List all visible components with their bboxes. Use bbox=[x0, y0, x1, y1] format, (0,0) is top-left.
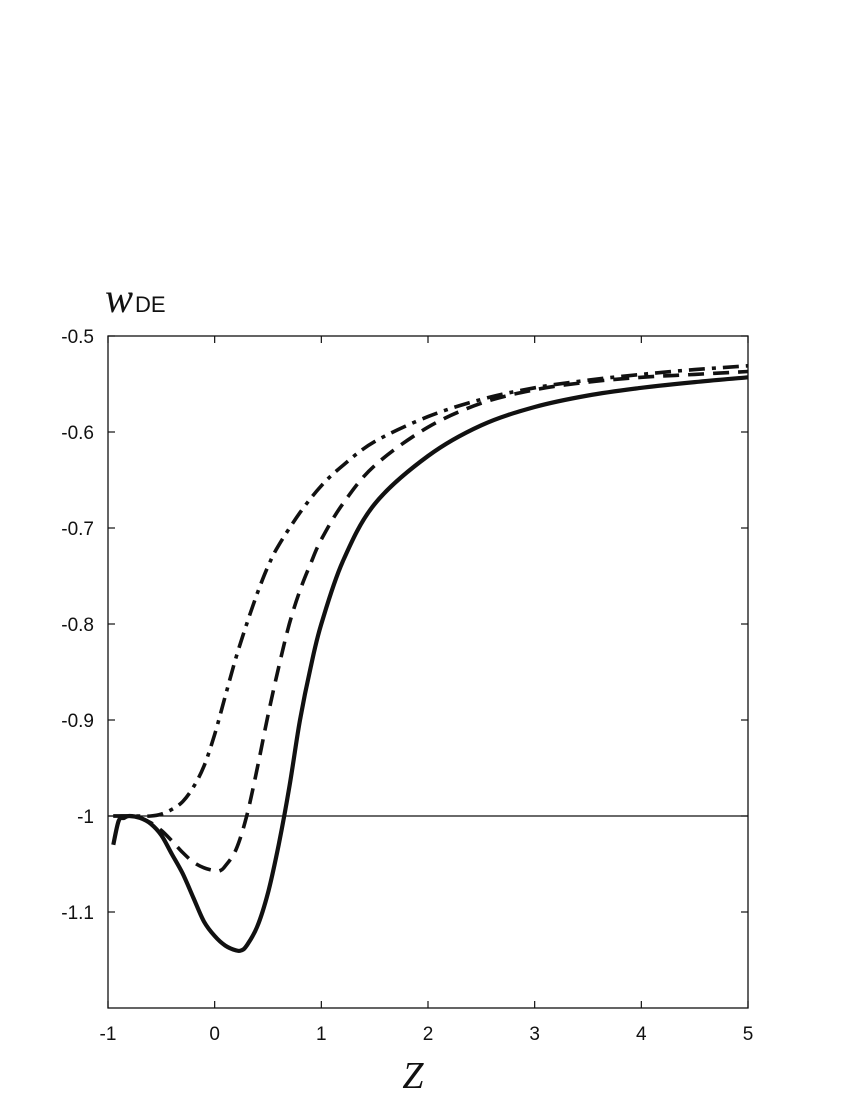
y-tick-label: -0.9 bbox=[61, 711, 94, 732]
y-axis-title-sub: DE bbox=[135, 292, 166, 317]
y-tick-label: -1 bbox=[77, 807, 94, 828]
series-layer bbox=[111, 364, 749, 954]
x-tick-label: 4 bbox=[636, 1024, 647, 1045]
ticks-layer: -1 0 1 2 3 4 5 -0.5 -0.6 -0.7 -0.8 -0.9 -1 -1.1 bbox=[61, 327, 753, 1045]
x-axis-title: Z bbox=[402, 1055, 424, 1097]
x-tick-label: -1 bbox=[100, 1024, 117, 1045]
y-axis-title-main: w bbox=[105, 276, 133, 322]
y-tick-label: -0.6 bbox=[61, 423, 94, 444]
y-tick-label: -0.7 bbox=[61, 519, 94, 540]
y-axis-title: wDE bbox=[105, 276, 166, 322]
plot-area bbox=[107, 335, 749, 1009]
x-tick-label: 0 bbox=[209, 1024, 220, 1045]
x-tick-label: 5 bbox=[743, 1024, 754, 1045]
y-tick-label: -0.8 bbox=[61, 615, 94, 636]
x-tick-label: 1 bbox=[316, 1024, 327, 1045]
x-tick-label: 3 bbox=[529, 1024, 540, 1045]
series-line-dashdot bbox=[113, 364, 749, 818]
plot-frame bbox=[107, 335, 749, 1009]
y-tick-label: -0.5 bbox=[61, 327, 94, 348]
x-tick-label: 2 bbox=[423, 1024, 434, 1045]
series-line-dashed bbox=[113, 369, 749, 873]
y-tick-label: -1.1 bbox=[61, 903, 94, 924]
series-line-solid bbox=[111, 375, 749, 954]
